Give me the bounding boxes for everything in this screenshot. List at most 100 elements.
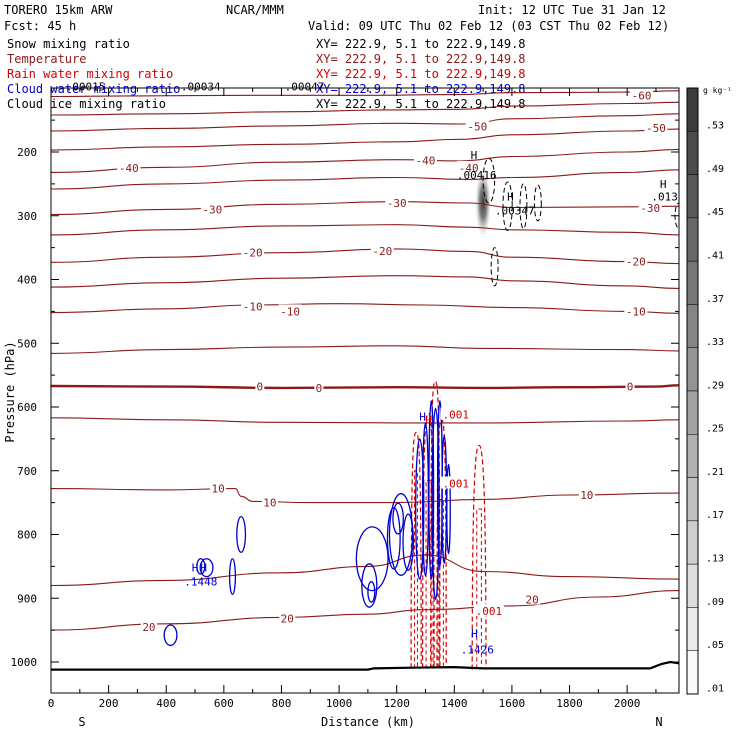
temperature-label: -20 xyxy=(372,245,392,258)
temperature-label-bg xyxy=(241,299,265,312)
temperature-label: 20 xyxy=(525,594,538,607)
cloud-water-contour xyxy=(355,526,389,592)
cloud-water-label: .1448 xyxy=(184,576,217,589)
temperature-contour--45 xyxy=(51,128,679,151)
temperature-label-bg xyxy=(261,495,278,508)
colorbar-label: .41 xyxy=(706,251,724,262)
colorbar-label: .53 xyxy=(706,121,724,132)
annotation-label: .00015 xyxy=(66,80,106,93)
colorbar: g kg⁻¹ .53 .49 .45 .41 .37 .33 .29 .25 .21 .17 .13.… xyxy=(686,86,732,695)
colorbar-segment xyxy=(686,390,699,435)
temperature-label-bg xyxy=(279,611,296,624)
rain-label-bg xyxy=(473,604,504,616)
legend-xy: XY= 222.9, 5.1 to 222.9,149.8 xyxy=(316,67,526,81)
colorbar-segment xyxy=(686,131,699,175)
cloud-water-contour xyxy=(446,463,451,555)
x-tick-label: 2000 xyxy=(614,697,641,710)
cloud-water-contour xyxy=(228,558,237,596)
x-tick-label: 1200 xyxy=(383,697,410,710)
cloud-water-max-marker: H xyxy=(192,562,199,575)
snow-shading xyxy=(475,167,492,239)
fcst-label: Fcst: 45 h xyxy=(4,19,76,33)
y-tick-label: 1000 xyxy=(11,656,38,669)
cloud-water-contour xyxy=(388,493,414,576)
temperature-label: 0 xyxy=(316,382,323,395)
legend-xy: XY= 222.9, 5.1 to 222.9,149.8 xyxy=(316,97,526,111)
annotation-label: .00034 xyxy=(181,80,221,93)
temperature-label-bg xyxy=(624,304,648,317)
y-tick-label: 600 xyxy=(17,401,37,414)
temperature-label-bg xyxy=(370,243,394,256)
cloud-water-label: .1426 xyxy=(461,643,494,656)
temperature-contour-15 xyxy=(51,554,679,587)
rain-label: .001 xyxy=(442,409,469,422)
cloud-water-contour xyxy=(428,399,435,580)
rain-label-bg xyxy=(440,476,471,489)
rain-contour xyxy=(471,444,487,670)
temperature-label: 20 xyxy=(281,613,294,626)
colorbar-label: .09 xyxy=(706,597,724,608)
temperature-contour-10 xyxy=(51,488,679,504)
colorbar-unit: g kg⁻¹ xyxy=(703,86,732,95)
header: TORERO 15km ARW NCAR/MMM Init: 12 UTC Tu… xyxy=(4,3,669,33)
legend-name: Cloud ice mixing ratio xyxy=(7,97,166,111)
colorbar-label: .37 xyxy=(706,294,724,305)
cloud-water-contour xyxy=(431,407,440,601)
temperature-label: -50 xyxy=(467,121,487,134)
temperature-label-bg xyxy=(314,380,324,393)
temperature-contour--60 xyxy=(51,90,679,98)
colorbar-segment xyxy=(686,347,699,392)
rain-label-bg xyxy=(440,407,471,420)
temperature-label-bg xyxy=(140,619,157,632)
temperature-label: 10 xyxy=(580,489,593,502)
temperature-label: -40 xyxy=(119,162,139,175)
legend-name: Cloud water mixing ratio xyxy=(7,82,180,96)
temperature-contour-5 xyxy=(51,417,679,424)
plot-area: -60 -50 -50 -40 -40 -40 -30 -30 -30 -20 -20 -20 -10 -… xyxy=(11,80,680,710)
y-tick-label: 300 xyxy=(17,210,37,223)
temperature-label-bg xyxy=(255,379,265,392)
colorbar-segment xyxy=(686,477,699,522)
temperature-label: -30 xyxy=(387,197,407,210)
annotation-label: H xyxy=(471,149,478,162)
temperature-contour-0 xyxy=(51,384,679,390)
colorbar-label: .25 xyxy=(706,424,724,435)
legend: Snow mixing ratio XY= 222.9, 5.1 to 222.9… xyxy=(7,37,526,111)
x-tick-label: 1000 xyxy=(326,697,353,710)
north-label: N xyxy=(655,715,662,729)
legend-xy: XY= 222.9, 5.1 to 222.9,149.8 xyxy=(316,82,526,96)
legend-name: Snow mixing ratio xyxy=(7,37,130,51)
temperature-label: -20 xyxy=(626,256,646,269)
cloud-ice-contour xyxy=(502,181,513,231)
temperature-label: -10 xyxy=(280,305,300,318)
temperature-label: -20 xyxy=(243,247,263,260)
temperature-label-bg xyxy=(638,201,662,214)
cloud-water-contour xyxy=(196,558,206,575)
temperature-label: 20 xyxy=(142,621,155,634)
init-label: Init: 12 UTC Tue 31 Jan 12 xyxy=(478,3,666,17)
temperature-label-bg xyxy=(578,487,595,500)
legend-name: Temperature xyxy=(7,52,86,66)
colorbar-segment xyxy=(686,217,699,262)
cloud-water-max-marker: H xyxy=(471,627,478,640)
colorbar-segment xyxy=(686,563,699,608)
temperature-label: -60 xyxy=(632,89,652,102)
south-label: S xyxy=(78,715,85,729)
cloud-water-contour xyxy=(163,624,178,647)
colorbar-label: .13 xyxy=(706,554,724,565)
annotation-label: .00416 xyxy=(457,169,497,182)
x-tick-label: 200 xyxy=(99,697,119,710)
colorbar-segment xyxy=(686,260,699,305)
temperature-label-bg xyxy=(630,88,654,101)
colorbar-label: .21 xyxy=(706,467,724,478)
cloud-water-contour xyxy=(415,438,425,580)
temperature-label: 0 xyxy=(627,381,634,394)
annotation-label: .00047 xyxy=(285,80,325,93)
cloud-water-contour xyxy=(361,563,378,608)
colorbar-segment xyxy=(686,607,699,651)
temperature-label: -40 xyxy=(459,162,479,175)
temperature-contour--5 xyxy=(51,345,679,354)
temperature-label-bg xyxy=(241,245,265,258)
colorbar-label: .17 xyxy=(706,510,724,521)
colorbar-segment xyxy=(686,87,699,132)
